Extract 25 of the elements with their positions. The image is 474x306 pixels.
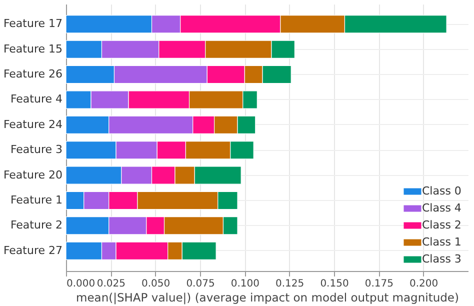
- y-tick-label: Feature 3: [10, 143, 62, 156]
- x-tick-label: 0.150: [320, 278, 349, 290]
- x-tick-label: 0.125: [276, 278, 304, 290]
- legend-label: Class 0: [422, 184, 462, 198]
- y-tick-label: Feature 17: [3, 17, 62, 30]
- y-tick-label: Feature 27: [3, 244, 62, 257]
- legend-label: Class 4: [422, 202, 462, 214]
- legend-label: Class 1: [422, 236, 462, 248]
- x-tick-label: 0.100: [230, 278, 260, 290]
- x-tick-label: 0.200: [410, 278, 438, 290]
- x-tick-label: 0.050: [142, 278, 170, 290]
- x-tick-label: 0.000: [66, 278, 96, 290]
- legend-label: Class 2: [422, 218, 462, 232]
- x-tick-label: 0.025: [96, 278, 126, 290]
- legend-label: Class 3: [422, 252, 462, 266]
- x-tick-label: 0.175: [364, 278, 394, 290]
- y-tick-label: Feature 15: [3, 42, 62, 56]
- x-tick-label: 0.075: [186, 278, 215, 290]
- y-tick-label: Feature 1: [10, 193, 62, 206]
- x-axis-title: mean(|SHAP value|) (average impact on model output magnitude): [76, 290, 459, 304]
- y-tick-label: Feature 2: [10, 218, 62, 232]
- y-tick-label: Feature 20: [3, 168, 62, 182]
- y-tick-label: Feature 26: [3, 68, 62, 81]
- y-tick-label: Feature 4: [10, 92, 62, 106]
- y-tick-label: Feature 24: [3, 118, 62, 131]
